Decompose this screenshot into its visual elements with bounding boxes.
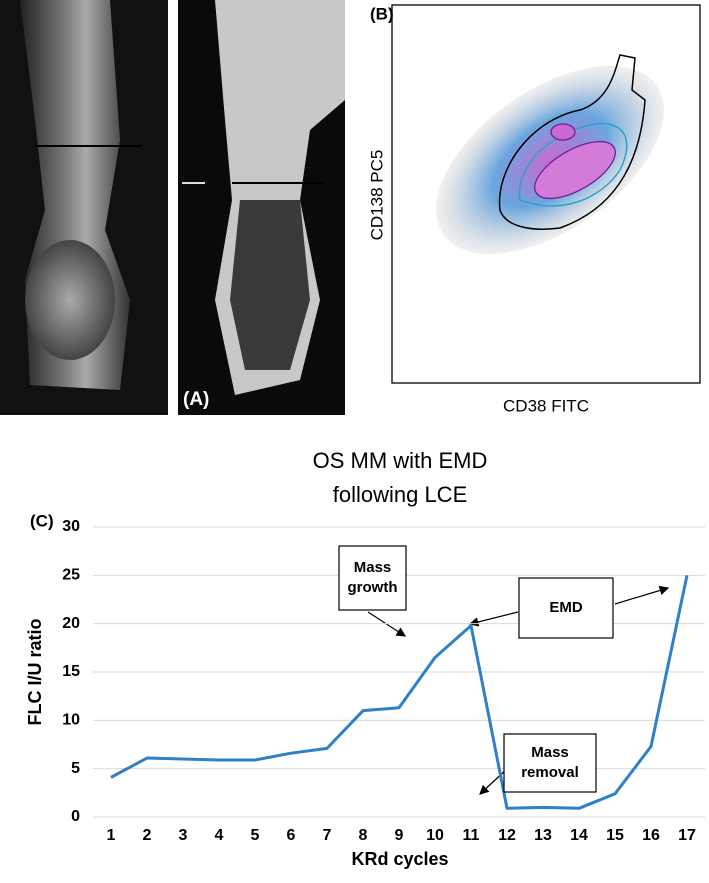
chart-title: OS MM with EMD: [313, 448, 488, 473]
x-tick-label: 4: [215, 827, 224, 844]
data-line: [110, 575, 689, 810]
x-axis-label: KRd cycles: [351, 849, 448, 869]
annotation-text: Mass: [354, 559, 392, 576]
y-axis-label: CD138 PC5: [367, 150, 386, 241]
annotation-arrows: [367, 585, 670, 795]
flow-cytometry-density: [436, 54, 664, 255]
x-tick-label: 1: [107, 827, 116, 844]
y-tick-label: 25: [62, 567, 80, 584]
y-tick-label: 20: [62, 615, 80, 632]
x-tick-label: 8: [359, 827, 368, 844]
x-tick-label: 14: [570, 827, 588, 844]
panel-label: (B): [370, 4, 394, 23]
x-axis-label: CD38 FITC: [503, 396, 589, 415]
annotation-box: [503, 733, 597, 793]
x-tick-label: 11: [463, 827, 480, 844]
x-tick-label: 9: [395, 827, 404, 844]
annotation-text: removal: [521, 764, 579, 781]
x-tick-label: 5: [251, 827, 260, 844]
x-tick-label: 10: [426, 827, 444, 844]
annotation-text: EMD: [549, 599, 583, 616]
y-tick-label: 30: [62, 518, 80, 535]
y-tick-label: 15: [62, 663, 80, 680]
x-tick-label: 15: [606, 827, 624, 844]
annotation-text: Mass: [531, 744, 569, 761]
x-tick-label: 3: [179, 827, 188, 844]
y-axis-label: FLC I/U ratio: [25, 618, 45, 725]
chart-title: following LCE: [333, 482, 468, 507]
panel-label: (A): [183, 389, 209, 410]
x-tick-label: 16: [642, 827, 660, 844]
annotation-box: [338, 545, 407, 611]
x-tick-label: 12: [498, 827, 516, 844]
x-tick-label: 6: [287, 827, 296, 844]
y-tick-label: 10: [62, 712, 80, 729]
x-tick-label: 17: [678, 827, 696, 844]
x-tick-label: 13: [534, 827, 552, 844]
annotation-text: growth: [348, 579, 398, 596]
annotation-box: [518, 577, 614, 639]
x-tick-label: 2: [143, 827, 152, 844]
panel-label: (C): [30, 511, 54, 530]
mri-images: [0, 0, 345, 415]
y-tick-label: 0: [71, 808, 80, 825]
y-tick-label: 5: [71, 760, 80, 777]
x-tick-label: 7: [323, 827, 332, 844]
